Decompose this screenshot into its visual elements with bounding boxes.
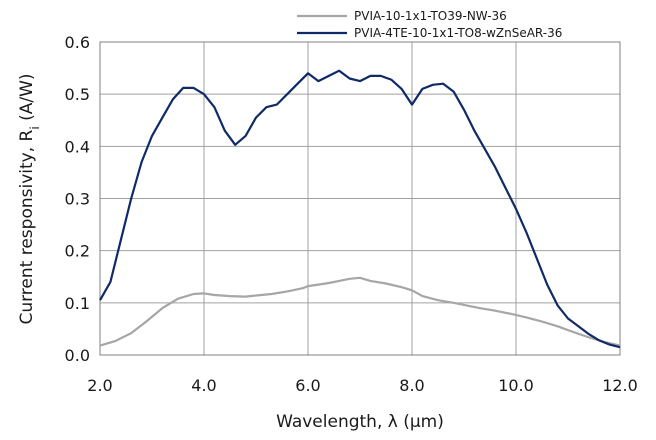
x-tick-label: 12.0 bbox=[602, 376, 638, 395]
series-line-1 bbox=[99, 276, 621, 347]
x-tick-label: 6.0 bbox=[295, 376, 320, 395]
y-axis-title: Current responsivity, Ri (A/W) bbox=[17, 73, 42, 324]
y-axis-title-unit: (A/W) bbox=[17, 73, 37, 126]
y-tick-label: 0.3 bbox=[65, 190, 90, 209]
x-tick-label: 10.0 bbox=[498, 376, 534, 395]
y-tick-label: 0.6 bbox=[65, 33, 90, 52]
legend: PVIA-10-1x1-TO39-NW-36 PVIA-4TE-10-1x1-T… bbox=[297, 9, 562, 40]
x-axis-title: Wavelength, λ (µm) bbox=[276, 412, 444, 432]
plot-frame bbox=[99, 41, 621, 356]
x-tick-labels: 2.0 4.0 6.0 8.0 10.0 12.0 bbox=[87, 376, 638, 395]
x-tick-label: 2.0 bbox=[87, 376, 112, 395]
y-tick-labels: 0.0 0.1 0.2 0.3 0.4 0.5 0.6 bbox=[65, 33, 90, 365]
gridlines bbox=[99, 41, 621, 356]
y-tick-label: 0.5 bbox=[65, 85, 90, 104]
legend-label-series-1: PVIA-10-1x1-TO39-NW-36 bbox=[354, 9, 507, 23]
series-line-2 bbox=[99, 69, 621, 349]
y-tick-label: 0.1 bbox=[65, 294, 90, 313]
x-tick-label: 8.0 bbox=[399, 376, 424, 395]
y-axis-title-main: Current responsivity, R bbox=[17, 129, 37, 324]
y-axis-title-subscript: i bbox=[28, 126, 42, 129]
series-lines bbox=[99, 69, 621, 349]
y-tick-label: 0.2 bbox=[65, 242, 90, 261]
y-tick-label: 0.0 bbox=[65, 346, 90, 365]
x-tick-label: 4.0 bbox=[191, 376, 216, 395]
legend-label-series-2: PVIA-4TE-10-1x1-TO8-wZnSeAR-36 bbox=[354, 26, 562, 40]
y-tick-label: 0.4 bbox=[65, 137, 90, 156]
